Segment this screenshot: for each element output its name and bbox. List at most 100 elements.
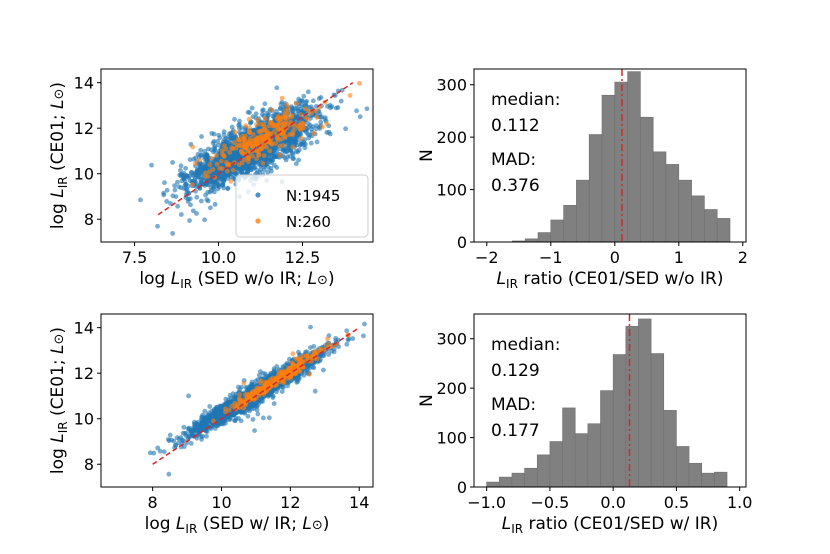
scatter-point (225, 400, 231, 406)
y-axis-label-part: (CE01; (48, 354, 68, 421)
scatter-point (220, 416, 226, 422)
scatter-point (237, 129, 242, 135)
median-label: median: (491, 90, 560, 110)
scatter-point (204, 433, 209, 439)
scatter-point (232, 418, 238, 424)
y-axis-label-part: L (48, 433, 68, 442)
scatter-point (285, 380, 291, 386)
scatter-point (329, 348, 334, 354)
scatter-point (230, 146, 236, 152)
scatter-point (187, 218, 192, 223)
x-tick-label: −2 (475, 248, 499, 267)
hist-bar (638, 318, 652, 488)
y-tick-label: 12 (74, 119, 94, 138)
scatter-point (243, 142, 249, 148)
x-axis-label-part: L (497, 269, 506, 289)
scatter-point (219, 173, 225, 179)
scatter-point (207, 404, 213, 409)
one-to-one-line (152, 327, 360, 465)
hist-bar (688, 462, 703, 488)
scatter-point (242, 165, 248, 171)
scatter-point (182, 430, 188, 436)
scatter-point (357, 114, 363, 120)
y-axis-label-part: log (48, 443, 68, 474)
scatter-point (307, 371, 312, 377)
scatter-point (255, 411, 261, 417)
scatter-point (194, 435, 200, 441)
scatter-point (254, 156, 259, 162)
scatter-point (214, 161, 220, 167)
y-tick-label: 8 (84, 455, 94, 474)
scatter-point (229, 403, 235, 409)
scatter-point (164, 199, 170, 204)
hist-bar (663, 410, 677, 488)
scatter-point (155, 445, 161, 451)
scatter-point (249, 153, 255, 159)
scatter-point (231, 394, 237, 400)
scatter-point (164, 187, 170, 193)
scatter-point (259, 128, 265, 134)
scatter-point (212, 201, 218, 207)
scatter-point (324, 121, 330, 127)
scatter-point (314, 115, 320, 120)
scatter-point (174, 435, 180, 441)
scatter-point (345, 337, 351, 343)
scatter-point (268, 165, 274, 171)
hist-bar (678, 179, 692, 243)
scatter-point (170, 231, 176, 236)
scatter-point (246, 129, 252, 135)
scatter-point (249, 105, 255, 111)
x-axis-label-part: log (139, 269, 170, 289)
scatter-point (202, 164, 208, 169)
scatter-point (246, 116, 252, 122)
scatter-point (198, 147, 204, 153)
scatter-point (266, 379, 272, 385)
x-tick-label: 1 (674, 248, 684, 267)
scatter-point (181, 424, 187, 430)
scatter-point (209, 179, 215, 185)
scatter-point (240, 151, 246, 156)
x-axis-label-part: ⊙ (317, 273, 328, 288)
y-tick-label: 10 (74, 410, 94, 429)
hist-bar (576, 179, 590, 243)
y-axis-label-part: ) (48, 327, 68, 334)
y-axis-label-part: IR (56, 421, 70, 433)
axes-frame-2 (100, 313, 374, 488)
scatter-point (294, 142, 300, 148)
scatter-point (289, 114, 295, 120)
hist-bar (499, 476, 513, 488)
scatter-point (235, 137, 241, 143)
x-tick-label: −1 (539, 248, 563, 267)
scatter-point (305, 355, 311, 361)
scatter-point (325, 336, 330, 342)
y-axis-label-part: ⊙ (52, 334, 67, 345)
hist-bar (537, 232, 552, 243)
scatter-point (260, 108, 265, 113)
y-tick-label: 10 (74, 165, 94, 184)
scatter-point (162, 180, 167, 186)
y-axis-label-part: L (48, 344, 68, 353)
scatter-point (270, 123, 276, 129)
scatter-point (298, 106, 304, 112)
hist-bar (562, 407, 576, 488)
scatter-point (258, 378, 264, 384)
scatter-point (286, 143, 292, 149)
scatter-point (248, 139, 254, 144)
scatter-point (273, 378, 279, 384)
y-tick-label: 300 (436, 76, 467, 95)
scatter-point (279, 95, 285, 101)
x-axis-label-part: L (502, 514, 511, 534)
scatter-point (194, 194, 200, 200)
scatter-point (292, 124, 298, 129)
scatter-point (208, 205, 213, 211)
scatter-point (237, 396, 243, 402)
scatter-point (215, 139, 221, 144)
scatter-point (202, 156, 207, 162)
scatter-point (193, 421, 198, 427)
scatter-point (305, 116, 310, 122)
hist-bar (676, 446, 690, 488)
scatter-point (258, 167, 264, 173)
y-tick-label: 200 (436, 128, 467, 147)
scatter-point (344, 328, 350, 334)
scatter-point (268, 371, 273, 377)
